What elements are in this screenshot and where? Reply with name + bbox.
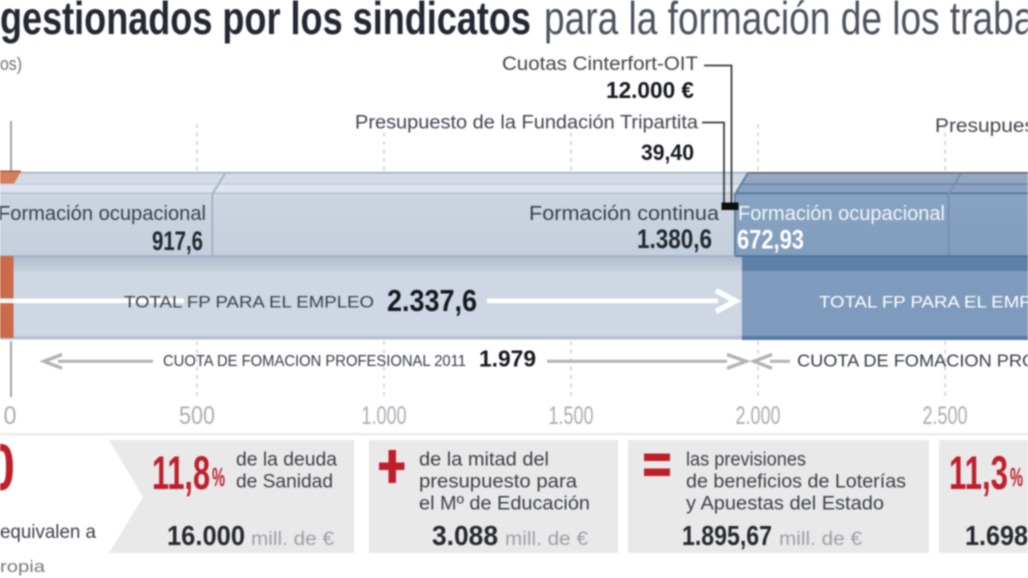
svg-text:%: % [212,462,225,492]
svg-text:12.000 €: 12.000 € [606,77,694,103]
svg-text:mill. de €: mill. de € [251,528,334,550]
svg-text:3.088: 3.088 [432,520,498,551]
svg-text:%: % [1010,462,1023,492]
svg-text:TOTAL FP PARA EL EMPLEO: TOTAL FP PARA EL EMPLEO [124,293,374,312]
svg-text:equivalen a: equivalen a [0,522,96,543]
svg-text:Formación continua: Formación continua [529,203,720,225]
svg-text:CUOTA DE FOMACION PROFESIONAL: CUOTA DE FOMACION PROFESIONAL 2011 [163,353,466,370]
svg-text:de Sanidad: de Sanidad [236,472,333,493]
svg-text:presupuesto para: presupuesto para [419,472,577,493]
svg-text:1.500: 1.500 [549,402,594,430]
svg-text:para la formación de los traba: para la formación de los trabajadores [544,0,1028,44]
svg-text:0: 0 [4,402,17,430]
svg-text:gestionados por los sindicatos: gestionados por los sindicatos [0,0,531,44]
svg-text:y Apuestas del Estado: y Apuestas del Estado [686,494,884,515]
svg-text:2.337,6: 2.337,6 [387,283,477,318]
svg-text:de la deuda: de la deuda [236,450,337,471]
svg-text:las previsiones: las previsiones [686,450,806,471]
svg-text:1.895,67: 1.895,67 [682,520,772,551]
svg-text:Cuotas Cinterfort-OIT: Cuotas Cinterfort-OIT [502,54,698,75]
svg-text:Presupues: Presupues [935,116,1028,137]
svg-text:917,6: 917,6 [152,226,203,256]
svg-text:mill. de €: mill. de € [505,528,588,550]
svg-text:1.380,6: 1.380,6 [637,224,712,254]
svg-text:672,93: 672,93 [737,225,804,255]
svg-text:11,8: 11,8 [152,446,210,499]
svg-text:500: 500 [179,402,215,430]
svg-text:0: 0 [0,430,15,504]
svg-text:mill. de €: mill. de € [779,528,862,550]
svg-text:ropia: ropia [0,557,46,576]
svg-text:1.979: 1.979 [479,346,536,372]
svg-text:2.000: 2.000 [736,402,781,430]
svg-text:1.698,: 1.698, [965,520,1028,551]
svg-text:2.500: 2.500 [923,402,968,430]
svg-text:1.000: 1.000 [362,402,407,430]
svg-text:16.000: 16.000 [167,520,245,551]
svg-text:de beneficios de Loterías: de beneficios de Loterías [686,472,906,493]
svg-text:os): os) [0,54,22,74]
svg-text:39,40: 39,40 [641,140,694,165]
svg-text:11,3: 11,3 [949,446,1008,499]
svg-text:CUOTA DE FOMACION PROFESIONAL: CUOTA DE FOMACION PROFESIONAL 2012 [797,351,1028,371]
svg-text:de la mitad del: de la mitad del [419,450,549,471]
svg-text:Presupuesto de la Fundación Tr: Presupuesto de la Fundación Tripartita [355,113,698,134]
svg-text:Formación ocupacional: Formación ocupacional [0,203,206,225]
svg-text:el Mº de Educación: el Mº de Educación [419,494,590,515]
svg-text:TOTAL FP PARA EL EMPLEO: TOTAL FP PARA EL EMPLEO [819,293,1028,312]
svg-text:Formación ocupacional: Formación ocupacional [738,203,945,225]
